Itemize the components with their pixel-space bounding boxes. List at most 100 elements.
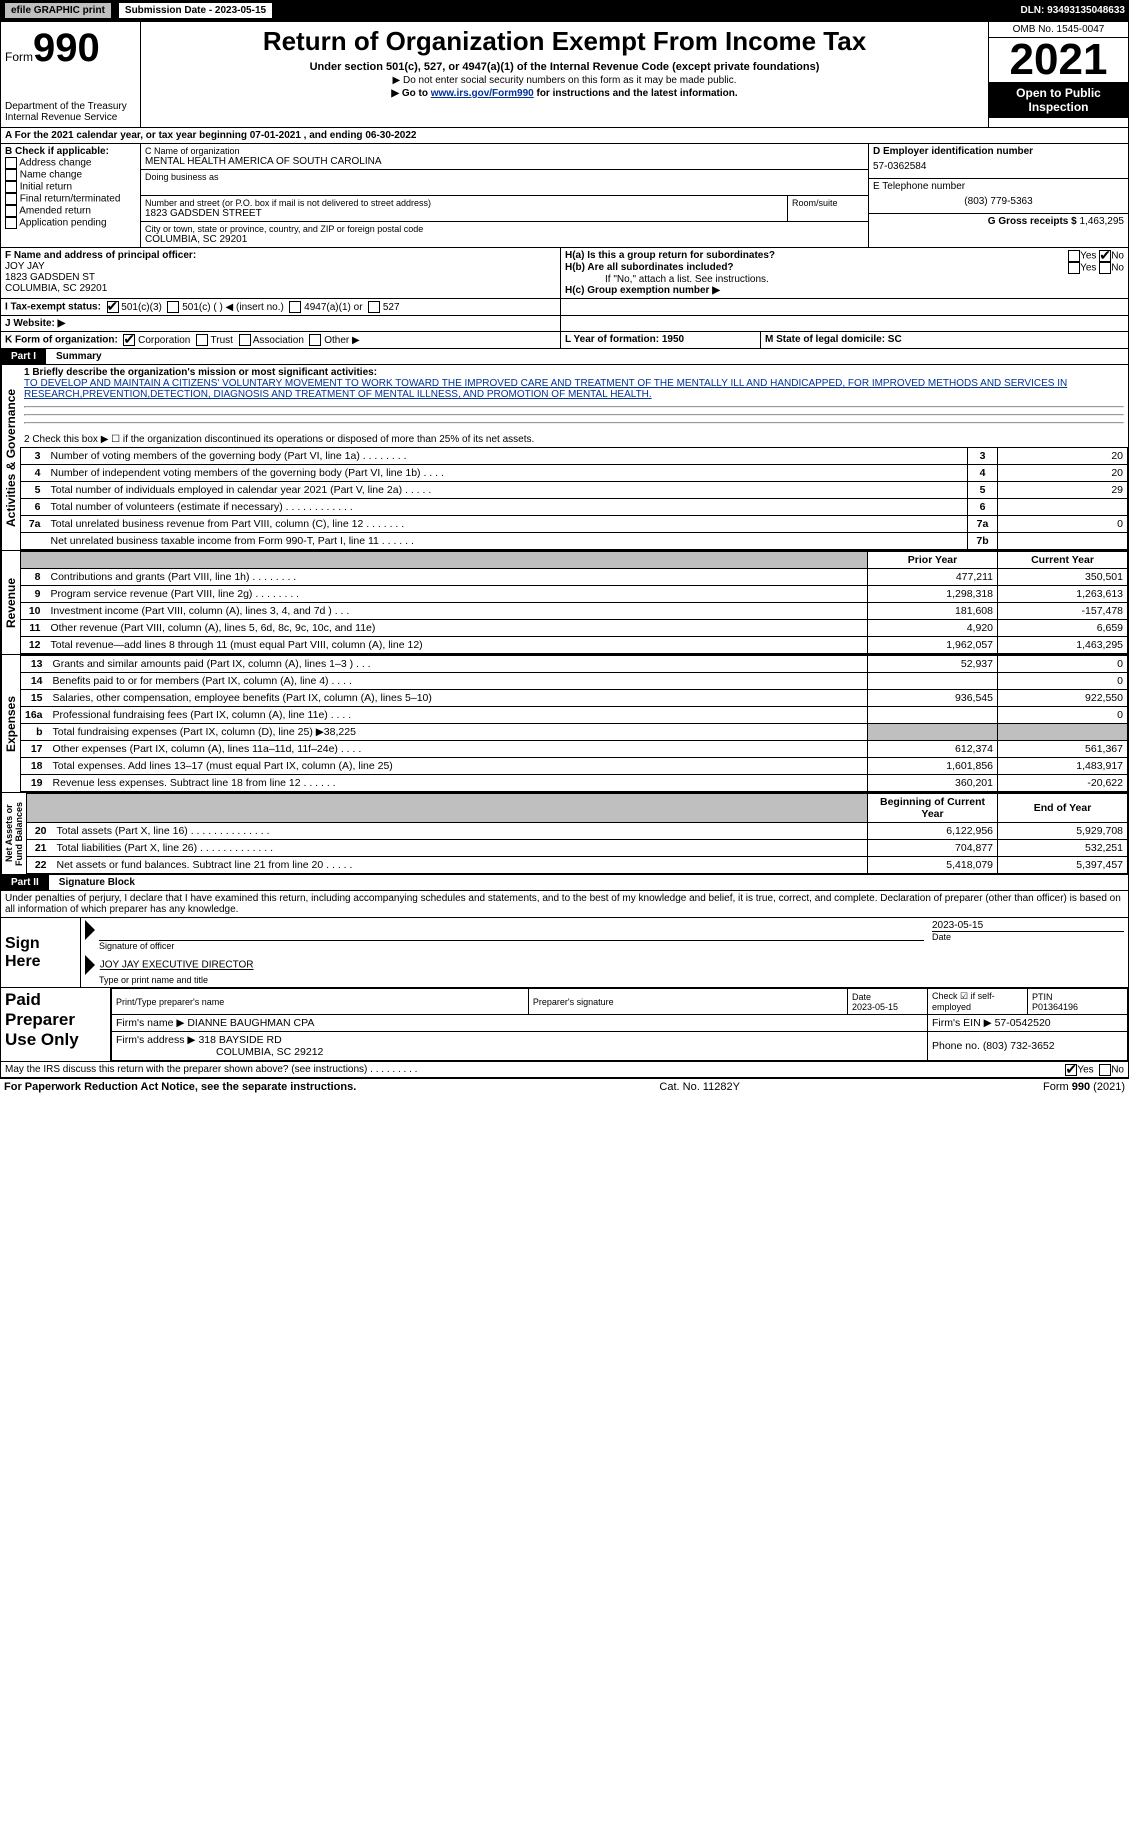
org-name: MENTAL HEALTH AMERICA OF SOUTH CAROLINA xyxy=(145,156,864,167)
date-label: Date xyxy=(932,931,1124,942)
ptin-label: PTIN xyxy=(1032,992,1053,1002)
form-header: Form990 Department of the Treasury Inter… xyxy=(0,21,1129,128)
tax-exempt-row: I Tax-exempt status: 501(c)(3) 501(c) ( … xyxy=(0,299,1129,316)
form-org-opt: Association xyxy=(233,335,304,346)
penalties-text: Under penalties of perjury, I declare th… xyxy=(0,891,1129,918)
h-b-answer: Yes No xyxy=(1068,262,1124,274)
box-b-item: Initial return xyxy=(5,181,136,193)
table-row: 12Total revenue—add lines 8 through 11 (… xyxy=(21,637,1128,654)
table-row: 18Total expenses. Add lines 13–17 (must … xyxy=(21,758,1128,775)
box-b-item: Final return/terminated xyxy=(5,193,136,205)
print-name-label: Print/Type preparer's name xyxy=(112,989,529,1015)
form-prefix: Form xyxy=(5,50,33,64)
h-b-label: H(b) Are all subordinates included? xyxy=(565,262,734,274)
officer-group-block: F Name and address of principal officer:… xyxy=(0,248,1129,299)
telephone: (803) 779-5363 xyxy=(873,192,1124,211)
box-e-label: E Telephone number xyxy=(873,181,1124,192)
tax-status-opt: 527 xyxy=(363,302,400,313)
line2: 2 Check this box ▶ ☐ if the organization… xyxy=(20,432,1128,447)
governance-label: Activities & Governance xyxy=(1,365,20,550)
netassets-table: Beginning of Current YearEnd of Year20To… xyxy=(26,793,1128,874)
table-row: 13Grants and similar amounts paid (Part … xyxy=(21,656,1128,673)
preparer-table: Print/Type preparer's name Preparer's si… xyxy=(111,988,1128,1061)
footer: For Paperwork Reduction Act Notice, see … xyxy=(0,1078,1129,1095)
box-j-label: J Website: ▶ xyxy=(1,316,561,331)
firm-ein: 57-0542520 xyxy=(995,1017,1051,1029)
submission-date: Submission Date - 2023-05-15 xyxy=(118,2,273,19)
goto-suffix: for instructions and the latest informat… xyxy=(534,88,738,99)
discuss-no: No xyxy=(1111,1065,1124,1076)
table-header: Beginning of Current YearEnd of Year xyxy=(27,794,1128,823)
self-employed: Check ☑ if self-employed xyxy=(928,989,1028,1015)
street-label: Number and street (or P.O. box if mail i… xyxy=(145,198,783,208)
form-number: Form990 xyxy=(5,26,136,71)
table-row: 21Total liabilities (Part X, line 26) . … xyxy=(27,840,1128,857)
revenue-section: Revenue Prior YearCurrent Year8Contribut… xyxy=(0,551,1129,655)
efile-tag: efile GRAPHIC print xyxy=(4,2,112,19)
discuss-row: May the IRS discuss this return with the… xyxy=(0,1062,1129,1078)
street-address: 1823 GADSDEN STREET xyxy=(145,208,783,219)
form-org-opt: Corporation xyxy=(121,335,191,346)
entity-block: B Check if applicable: Address change Na… xyxy=(0,144,1129,248)
officer-street: 1823 GADSDEN ST xyxy=(5,272,556,283)
part-i-title: Summary xyxy=(46,351,102,362)
tax-status-opt: 501(c)(3) xyxy=(104,302,162,313)
box-k-label: K Form of organization: xyxy=(5,335,118,346)
sig-officer-label: Signature of officer xyxy=(99,940,924,951)
activities-governance: Activities & Governance 1 Briefly descri… xyxy=(0,365,1129,551)
box-i-label: I Tax-exempt status: xyxy=(5,302,101,313)
part-i-bar: Part I Summary xyxy=(0,349,1129,365)
box-b-item: Name change xyxy=(5,169,136,181)
expenses-table: 13Grants and similar amounts paid (Part … xyxy=(20,655,1128,792)
dept-treasury: Department of the Treasury xyxy=(5,101,136,112)
netassets-section: Net Assets or Fund Balances Beginning of… xyxy=(0,793,1129,875)
table-row: 11Other revenue (Part VIII, column (A), … xyxy=(21,620,1128,637)
irs-link[interactable]: www.irs.gov/Form990 xyxy=(431,88,534,99)
firm-name-label: Firm's name ▶ xyxy=(116,1017,184,1029)
dba-label: Doing business as xyxy=(145,172,864,182)
officer-city: COLUMBIA, SC 29201 xyxy=(5,283,556,294)
typed-name: JOY JAY EXECUTIVE DIRECTOR xyxy=(100,960,254,971)
city-label: City or town, state or province, country… xyxy=(145,224,864,234)
firm-addr-label: Firm's address ▶ xyxy=(116,1034,196,1046)
tax-year: 2021 xyxy=(989,38,1128,82)
part-i-label: Part I xyxy=(1,349,46,364)
part-ii-title: Signature Block xyxy=(49,877,135,888)
table-row: 19Revenue less expenses. Subtract line 1… xyxy=(21,775,1128,792)
goto-line: ▶ Go to www.irs.gov/Form990 for instruct… xyxy=(149,88,980,99)
room-suite-label: Room/suite xyxy=(788,196,868,221)
paid-preparer-label: Paid Preparer Use Only xyxy=(1,988,111,1061)
phone-label: Phone no. xyxy=(932,1040,980,1052)
form-title: Return of Organization Exempt From Incom… xyxy=(149,26,980,57)
expenses-label: Expenses xyxy=(1,655,20,792)
tax-status-opt: 4947(a)(1) or xyxy=(284,302,363,313)
typed-label: Type or print name and title xyxy=(99,975,1124,985)
goto-prefix: ▶ Go to xyxy=(391,88,430,99)
revenue-table: Prior YearCurrent Year8Contributions and… xyxy=(20,551,1128,654)
mission-text[interactable]: TO DEVELOP AND MAINTAIN A CITIZENS' VOLU… xyxy=(24,378,1067,400)
irs-label: Internal Revenue Service xyxy=(5,112,136,123)
box-d-label: D Employer identification number xyxy=(873,146,1124,157)
tax-status-opt: 501(c) ( ) ◀ (insert no.) xyxy=(162,302,284,313)
ein: 57-0362584 xyxy=(873,157,1124,176)
h-c-label: H(c) Group exemption number ▶ xyxy=(565,285,1124,296)
expenses-section: Expenses 13Grants and similar amounts pa… xyxy=(0,655,1129,793)
box-m: M State of legal domicile: SC xyxy=(761,332,1128,348)
triangle-icon xyxy=(85,955,95,975)
table-row: 7aTotal unrelated business revenue from … xyxy=(21,516,1128,533)
box-g-label: G Gross receipts $ xyxy=(988,216,1077,227)
firm-ein-label: Firm's EIN ▶ xyxy=(932,1017,992,1029)
line1-label: 1 Briefly describe the organization's mi… xyxy=(24,367,377,378)
box-b-item: Amended return xyxy=(5,205,136,217)
part-ii-bar: Part II Signature Block xyxy=(0,875,1129,891)
officer-name: JOY JAY xyxy=(5,261,556,272)
ptin: P01364196 xyxy=(1032,1002,1078,1012)
firm-name: DIANNE BAUGHMAN CPA xyxy=(187,1017,314,1029)
topbar: efile GRAPHIC print Submission Date - 20… xyxy=(0,0,1129,21)
table-row: 20Total assets (Part X, line 16) . . . .… xyxy=(27,823,1128,840)
ssn-warning: ▶ Do not enter social security numbers o… xyxy=(149,75,980,86)
prep-date: 2023-05-15 xyxy=(852,1002,898,1012)
box-b-label: B Check if applicable: xyxy=(5,146,136,157)
table-row: 16aProfessional fundraising fees (Part I… xyxy=(21,707,1128,724)
discuss-yes: Yes xyxy=(1077,1065,1093,1076)
